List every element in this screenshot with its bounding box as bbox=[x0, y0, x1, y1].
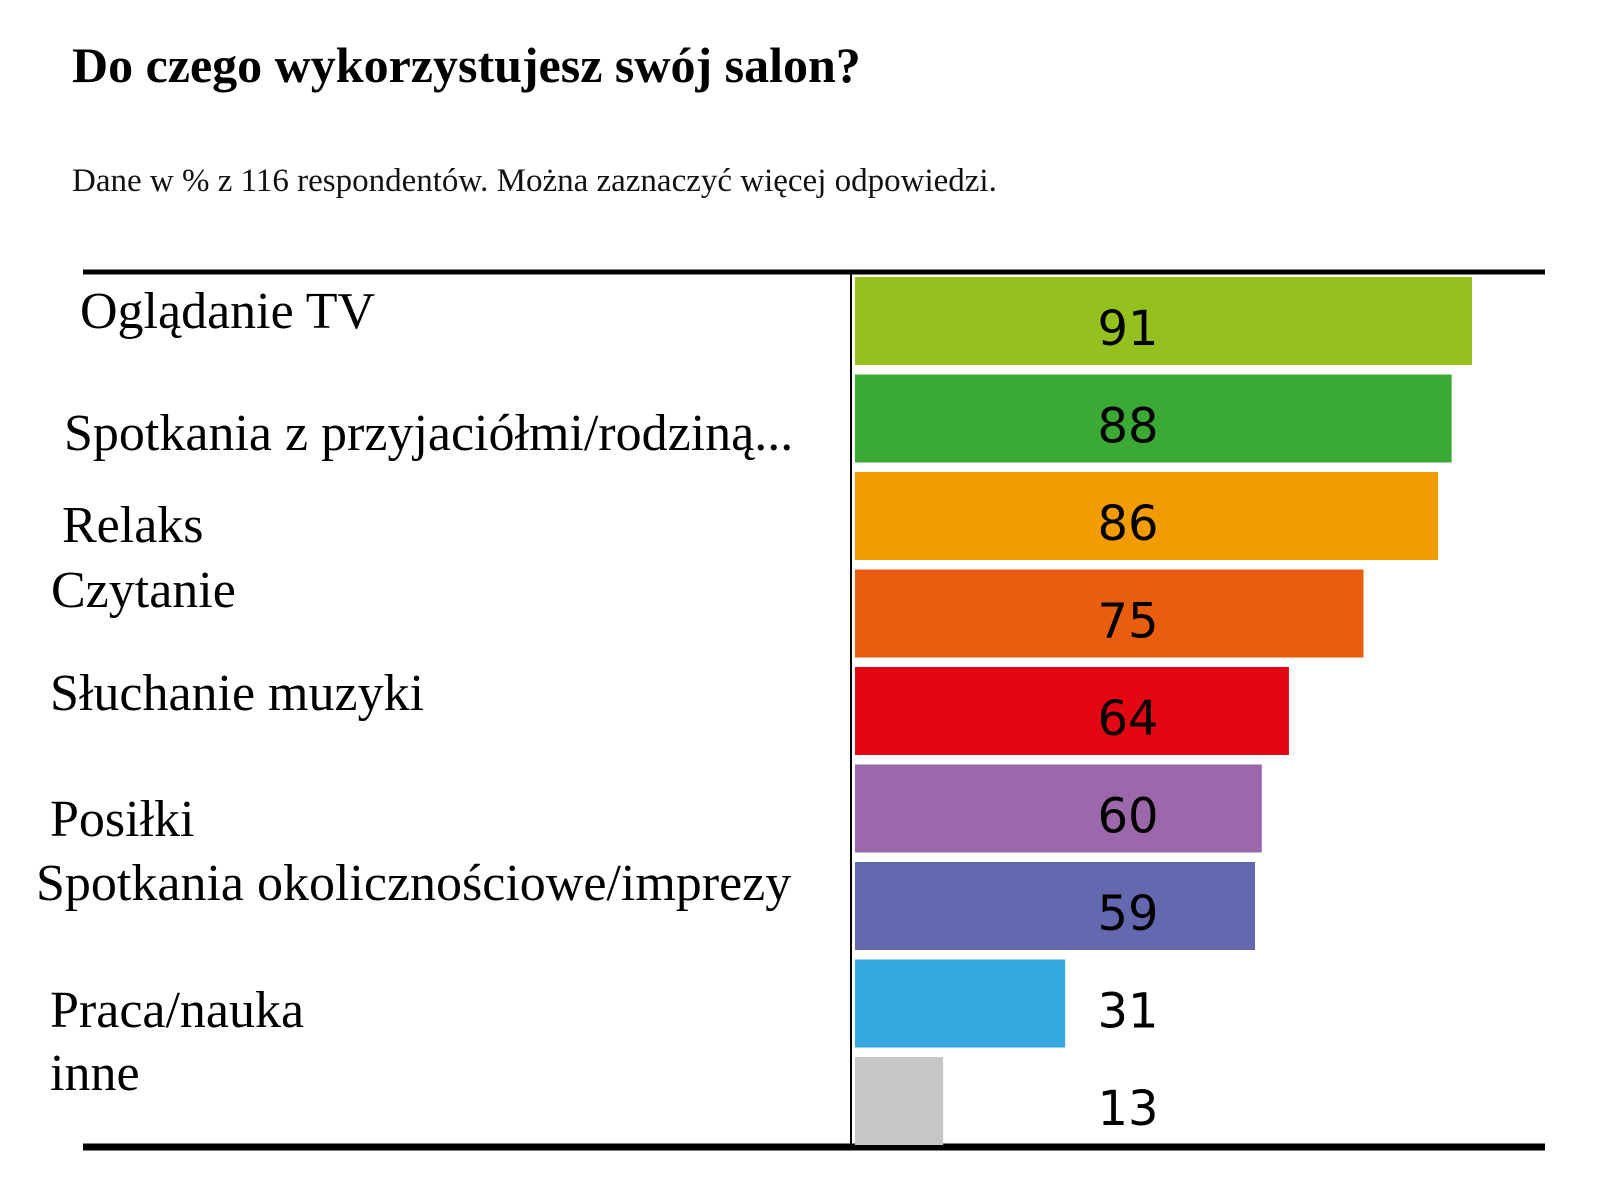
category-label-3: Relaks bbox=[62, 497, 204, 554]
bar-8 bbox=[855, 959, 1066, 1048]
value-label-7: 59 bbox=[1097, 886, 1158, 942]
value-label-6: 60 bbox=[1097, 789, 1158, 845]
bar-7 bbox=[855, 862, 1256, 950]
bars-layer bbox=[855, 277, 1472, 1145]
bar-3 bbox=[855, 472, 1439, 560]
category-label-2: Spotkania z przyjaciółmi/rodziną... bbox=[64, 405, 793, 462]
bar-5 bbox=[855, 667, 1289, 755]
value-label-5: 64 bbox=[1097, 691, 1158, 747]
value-label-3: 86 bbox=[1097, 496, 1158, 552]
bar-2 bbox=[855, 374, 1452, 463]
value-label-9: 13 bbox=[1097, 1081, 1158, 1137]
value-label-1: 91 bbox=[1097, 301, 1158, 357]
category-label-4: Czytanie bbox=[51, 562, 236, 619]
bar-9 bbox=[855, 1057, 944, 1145]
value-label-8: 31 bbox=[1097, 984, 1158, 1040]
category-label-8: Praca/nauka bbox=[50, 982, 304, 1039]
bar-4 bbox=[855, 569, 1364, 658]
category-label-7: Spotkania okolicznościowe/imprezy bbox=[36, 855, 791, 912]
category-label-1: Oglądanie TV bbox=[80, 283, 375, 340]
bar-6 bbox=[855, 764, 1262, 853]
category-label-6: Posiłki bbox=[50, 791, 195, 848]
chart-title: Do czego wykorzystujesz swój salon? bbox=[72, 37, 861, 93]
bar-1 bbox=[855, 277, 1472, 365]
value-label-4: 75 bbox=[1097, 594, 1158, 650]
labels-layer: 91 Oglądanie TV 88 Spotkania z przyjaciółmi… bbox=[36, 283, 1159, 1137]
chart-subtitle: Dane w % z 116 respondentów. Można zazna… bbox=[72, 163, 997, 199]
category-label-5: Słuchanie muzyki bbox=[50, 665, 424, 722]
category-label-9: inne bbox=[50, 1045, 140, 1102]
value-label-2: 88 bbox=[1097, 399, 1158, 455]
